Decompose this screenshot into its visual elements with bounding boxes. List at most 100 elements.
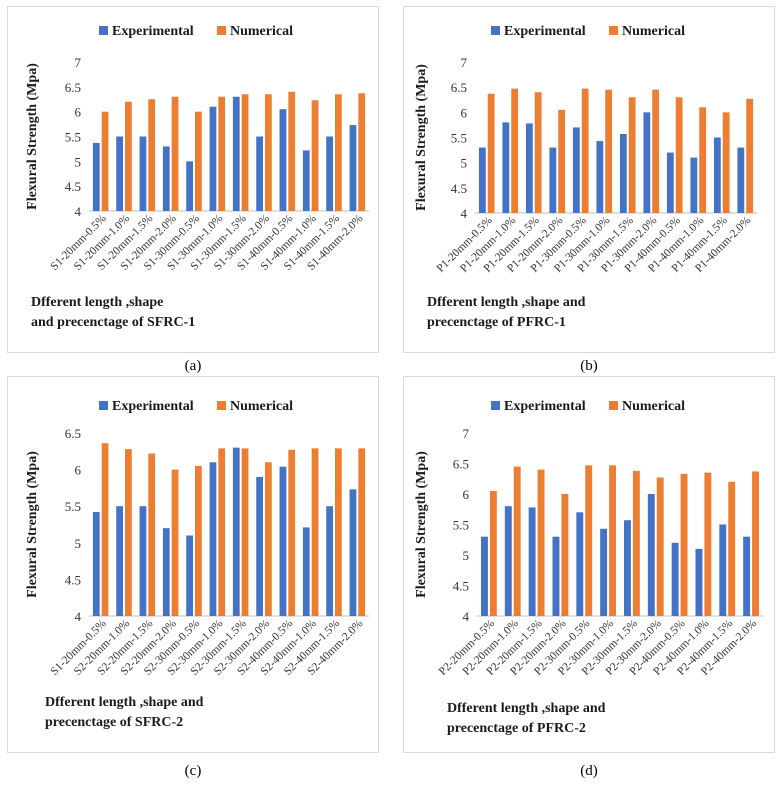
bar-numerical: [558, 109, 566, 213]
chart-panel-c: Experimental Numerical 4 4.5 5 5.5 6 6.5 S1-20mm…: [7, 376, 379, 753]
legend-swatch-numerical: [609, 401, 618, 410]
bar-numerical: [585, 465, 593, 616]
bar-experimental: [139, 506, 147, 616]
bar-numerical: [358, 448, 366, 616]
bar-numerical: [148, 99, 156, 211]
x-axis-title-line: Dfferent length ,shape and: [45, 695, 204, 710]
y-tick-label: 5: [463, 548, 470, 563]
y-tick-label: 4: [75, 204, 82, 219]
bar-experimental: [326, 506, 333, 616]
bar-numerical: [628, 97, 636, 213]
legend-label-experimental: Experimental: [112, 399, 194, 414]
legend-label-numerical: Numerical: [230, 399, 293, 414]
bar-experimental: [162, 528, 170, 616]
bar-numerical: [699, 107, 707, 213]
bar-numerical: [561, 494, 569, 616]
bar-numerical: [288, 449, 296, 616]
legend-swatch-numerical: [609, 26, 618, 35]
bar-numerical: [218, 96, 226, 211]
x-axis-title-line: Dfferent length ,shape and: [447, 701, 606, 716]
y-tick-label: 5.5: [453, 518, 469, 533]
bar-numerical: [675, 97, 683, 213]
bar-experimental: [326, 136, 333, 211]
bar-experimental: [643, 112, 651, 213]
panel-caption-d: (d): [580, 763, 598, 779]
bar-numerical: [537, 469, 545, 616]
x-axis-title-line: precenctage of SFRC-2: [45, 715, 183, 730]
y-tick-label: 6.5: [65, 426, 81, 441]
legend-swatch-experimental: [491, 26, 500, 35]
bar-numerical: [241, 448, 249, 616]
bar-experimental: [528, 507, 536, 616]
bar-experimental: [162, 146, 170, 211]
y-tick-label: 5.5: [451, 131, 467, 146]
legend-label-numerical: Numerical: [622, 24, 685, 39]
bar-chart-c: Experimental Numerical44.555.566.5S1-20mm…: [25, 399, 369, 730]
bar-numerical: [534, 92, 542, 213]
bar-experimental: [600, 528, 608, 616]
legend-label-experimental: Experimental: [504, 399, 586, 414]
legend-swatch-experimental: [99, 26, 108, 35]
bar-numerical: [335, 94, 342, 211]
bar-experimental: [552, 536, 560, 616]
bar-numerical: [752, 471, 759, 616]
bar-experimental: [92, 142, 100, 211]
y-axis-title: Flexural Strength (Mpa): [25, 63, 40, 210]
panel-caption-a: (a): [184, 358, 202, 374]
bar-experimental: [256, 136, 263, 211]
bar-numerical: [125, 449, 132, 616]
bar-numerical: [265, 94, 272, 211]
bar-experimental: [624, 520, 631, 616]
bar-numerical: [241, 94, 249, 211]
bar-experimental: [302, 150, 310, 211]
y-tick-label: 4.5: [451, 181, 467, 196]
bar-experimental: [349, 125, 357, 211]
y-tick-label: 5: [461, 156, 468, 171]
y-tick-label: 5.5: [65, 130, 81, 145]
bar-experimental: [504, 506, 512, 616]
bar-experimental: [186, 161, 193, 211]
legend-swatch-numerical: [217, 401, 226, 410]
legend-label-experimental: Experimental: [504, 24, 586, 39]
bar-experimental: [116, 506, 123, 616]
bar-experimental: [481, 536, 488, 616]
bar-experimental: [690, 157, 698, 213]
bar-numerical: [746, 98, 754, 213]
y-tick-label: 7: [461, 55, 468, 70]
bar-experimental: [502, 122, 510, 213]
legend-swatch-experimental: [99, 401, 108, 410]
y-tick-label: 5: [75, 536, 82, 551]
bar-experimental: [478, 147, 486, 213]
bar-chart-d: Experimental Numerical44.555.566.57P2-20m…: [414, 399, 763, 736]
bar-experimental: [116, 136, 123, 211]
bar-numerical: [171, 96, 179, 211]
legend-swatch-experimental: [491, 401, 500, 410]
bar-numerical: [218, 448, 226, 616]
bar-experimental: [92, 512, 100, 616]
bar-experimental: [139, 136, 147, 211]
bar-experimental: [232, 447, 240, 616]
bar-numerical: [195, 465, 202, 616]
legend-swatch-numerical: [217, 26, 226, 35]
bar-numerical: [101, 111, 109, 211]
bar-experimental: [525, 123, 533, 213]
chart-panel-b: Experimental Numerical 4 4.5 5 5.5 6 6.5 7 P1-20m…: [403, 6, 775, 353]
bar-chart-b: Experimental Numerical44.555.566.57P1-20m…: [414, 24, 757, 330]
chart-frame: [403, 6, 775, 353]
bar-experimental: [666, 152, 674, 213]
bar-numerical: [358, 93, 366, 211]
bar-numerical: [148, 453, 156, 616]
bar-numerical: [171, 469, 179, 616]
bar-experimental: [302, 527, 310, 616]
bar-numerical: [656, 477, 664, 616]
bar-numerical: [728, 481, 736, 616]
bar-numerical: [288, 91, 296, 211]
bar-experimental: [209, 462, 217, 616]
y-tick-label: 6.5: [65, 80, 81, 95]
bar-numerical: [265, 462, 272, 616]
y-tick-label: 6: [75, 463, 82, 478]
bar-numerical: [511, 88, 519, 213]
y-tick-label: 6.5: [451, 80, 467, 95]
bar-numerical: [311, 100, 319, 211]
bar-experimental: [186, 535, 193, 616]
